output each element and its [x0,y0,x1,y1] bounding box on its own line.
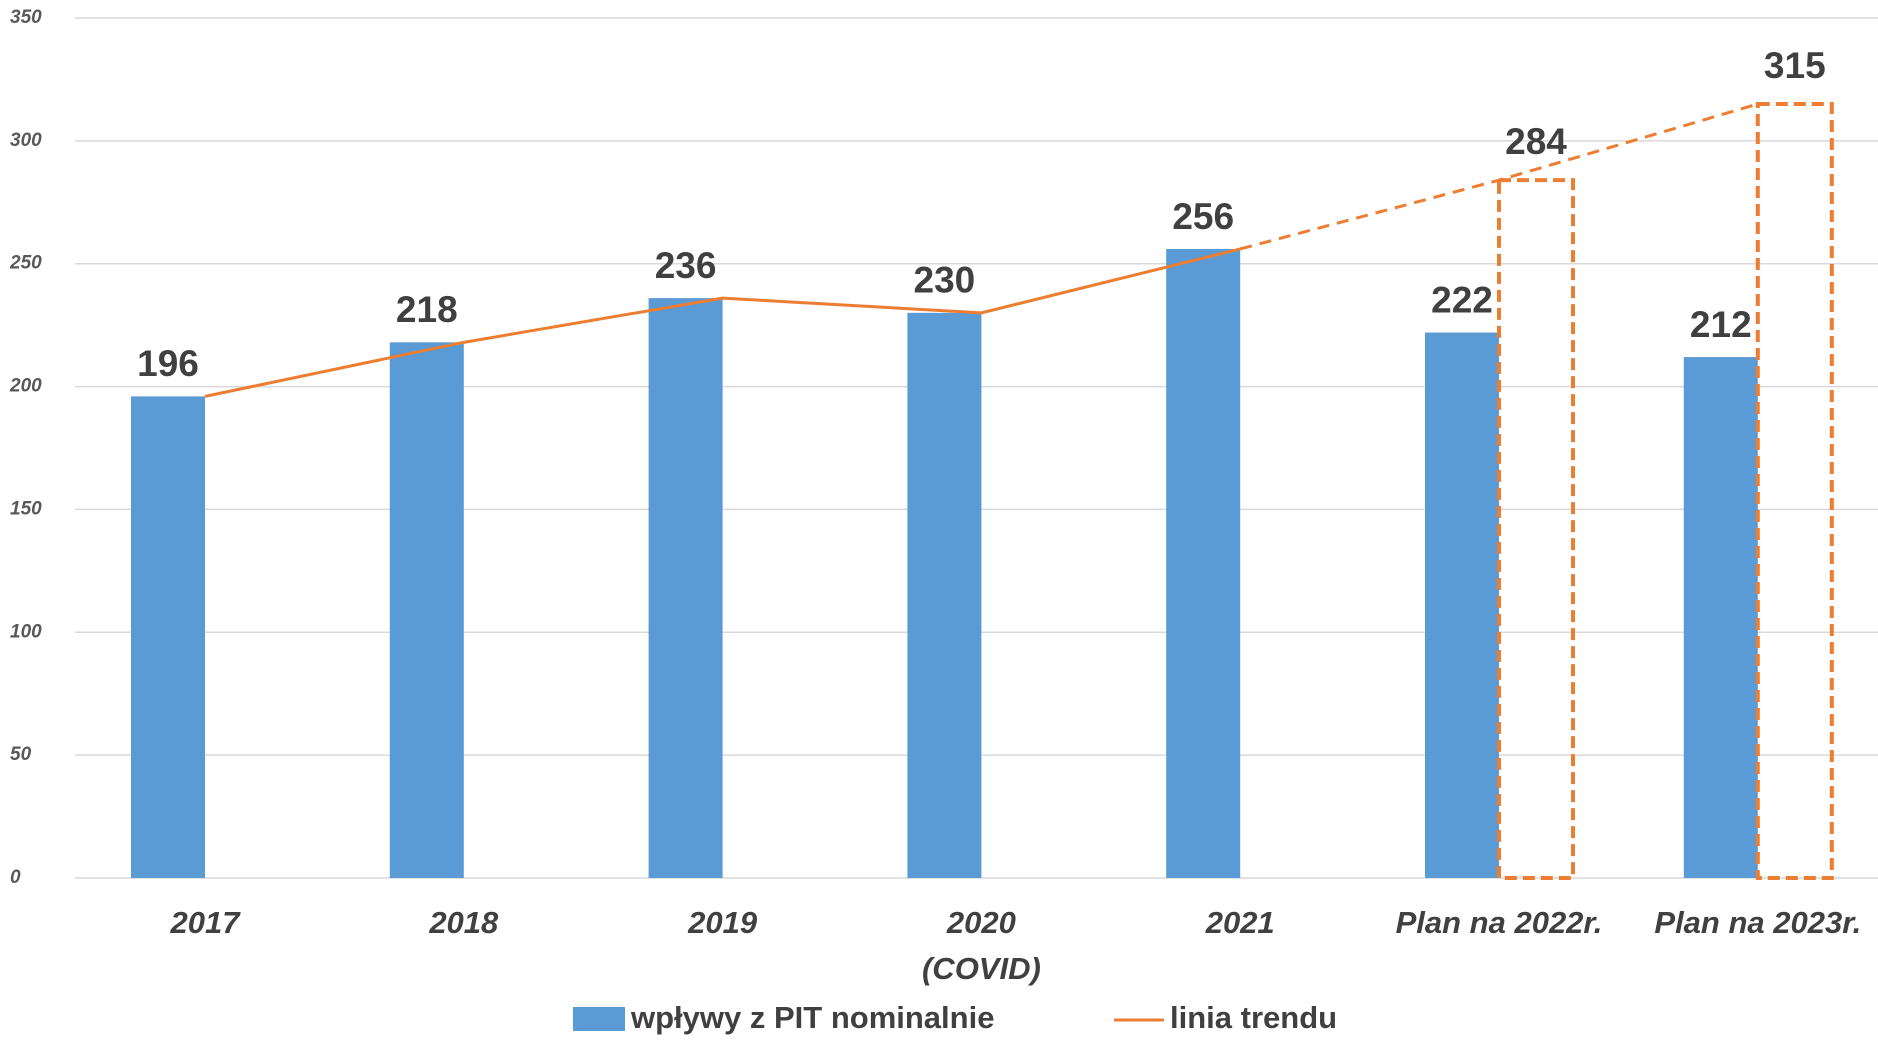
bar [1683,357,1758,879]
legend-swatch [573,1007,625,1031]
data-label: 212 [1690,304,1752,345]
y-tick-label: 300 [10,130,42,151]
y-tick-label: 200 [9,376,42,397]
y-tick-label: 0 [10,867,21,888]
bar [907,312,982,878]
data-label: 222 [1431,279,1493,320]
data-label: 196 [137,343,199,384]
x-tick-label: 2017 [170,905,242,940]
trend-line [204,247,1241,398]
bar [648,298,723,879]
legend-label: wpływy z PIT nominalnie [630,1000,994,1035]
bar [131,396,205,878]
y-tick-label: 100 [10,621,42,642]
y-tick-label: 350 [10,7,42,28]
x-tick-label: Plan na 2022r. [1396,905,1603,940]
data-label: 315 [1764,45,1826,86]
forecast-box [1497,178,1575,880]
bar [389,342,464,878]
data-label: 230 [914,260,976,301]
x-tick-label: 2021 [1205,905,1275,940]
data-label: 236 [655,245,717,286]
data-label: 218 [396,289,458,330]
legend-label: linia trendu [1170,1000,1337,1035]
x-tick-label: 2018 [428,905,499,940]
data-label: 256 [1172,196,1234,237]
y-tick-label: 250 [9,253,42,274]
data-label: 284 [1505,121,1567,162]
bar [1425,332,1499,878]
x-tick-label: 2019 [687,905,758,940]
x-tick-label: Plan na 2023r. [1654,905,1861,940]
forecast-box [1755,102,1834,880]
x-tick-label: 2020 (COVID) [922,905,1041,986]
y-tick-label: 50 [10,744,32,765]
y-tick-label: 150 [10,498,42,519]
bar [1166,248,1241,878]
